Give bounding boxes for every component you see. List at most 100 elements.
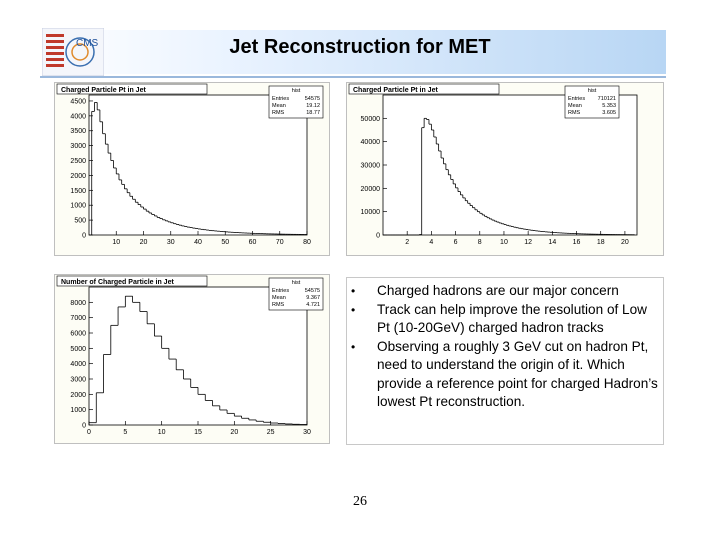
histogram-bin [139, 302, 148, 312]
y-tick-label: 4000 [70, 113, 86, 120]
histogram-bin [178, 224, 182, 226]
histogram-bin [151, 212, 155, 215]
histogram-bin [467, 200, 471, 204]
histogram-bin [248, 418, 257, 421]
histogram-bin [132, 296, 140, 303]
histogram-bin [510, 225, 514, 228]
histogram-bin [277, 423, 286, 424]
plot-title-box: Number of Charged Particle in Jet [56, 275, 208, 287]
y-tick-label: 500 [74, 218, 86, 225]
y-tick-label: 50000 [361, 116, 381, 123]
histogram-bin [204, 394, 213, 401]
y-tick-label: 7000 [70, 315, 86, 322]
y-tick-label: 6000 [70, 331, 86, 338]
stats-label: Mean [272, 295, 286, 301]
x-tick-label: 15 [194, 429, 202, 436]
histogram-bin [186, 226, 190, 228]
histogram-bin [143, 207, 147, 210]
histogram-bin [110, 324, 119, 355]
y-tick-label: 3500 [70, 128, 86, 135]
histogram-bin [148, 211, 152, 214]
x-tick-label: 14 [548, 239, 556, 246]
histogram-bin [115, 167, 119, 175]
y-tick-label: 10000 [361, 209, 381, 216]
histogram-pt-zoom: Charged Particle Pt in Jet hist Entries 710… [346, 82, 664, 256]
histogram-bin [435, 137, 439, 145]
x-tick-label: 10 [500, 239, 508, 246]
x-tick-label: 10 [158, 429, 166, 436]
histogram-bin [255, 419, 264, 422]
histogram-bin [168, 348, 177, 360]
bullet-text: Observing a roughly 3 GeV cut on hadron … [377, 338, 658, 410]
histogram-bin [96, 102, 100, 111]
histogram-bin [189, 227, 193, 229]
y-tick-label: 8000 [70, 300, 86, 307]
bullet-text: Charged hadrons are our major concern [377, 283, 619, 298]
stats-name: hist [292, 88, 301, 94]
histogram-bin [513, 226, 517, 228]
cms-logo-text: CMS [76, 38, 99, 49]
stats-label: Entries [272, 288, 289, 294]
histogram-bin [117, 306, 126, 326]
histogram-bin [518, 227, 521, 229]
y-tick-label: 0 [82, 233, 86, 240]
histogram-bin [124, 184, 128, 190]
x-tick-label: 20 [140, 239, 148, 246]
stats-label: Entries [272, 96, 289, 102]
histogram-bin [219, 405, 228, 411]
histogram-bin [270, 422, 278, 424]
plot-title-box: Charged Particle Pt in Jet [56, 83, 208, 95]
histogram-bin [156, 215, 160, 218]
stats-name: hist [588, 88, 597, 94]
histogram-bin [161, 336, 169, 349]
histogram-bin [438, 144, 442, 152]
histogram-bin [110, 153, 114, 161]
histogram-multiplicity: Number of Charged Particle in Jet hist Ent… [54, 274, 330, 444]
x-tick-label: 40 [194, 239, 202, 246]
y-tick-label: 4500 [70, 98, 86, 105]
x-tick-label: 5 [123, 429, 127, 436]
x-tick-label: 18 [597, 239, 605, 246]
histogram-bin [124, 295, 133, 307]
histogram-bin [126, 188, 130, 194]
histogram-bin [447, 169, 451, 176]
stats-value: 19.12 [306, 103, 320, 109]
slide-title: Jet Reconstruction for MET [229, 36, 491, 58]
x-tick-label: 20 [230, 429, 238, 436]
x-tick-label: 20 [621, 239, 629, 246]
histogram-bin [137, 202, 141, 206]
histogram-bin [433, 130, 437, 138]
y-tick-label: 30000 [361, 163, 381, 170]
histogram-bin [146, 311, 155, 325]
plot-title: Charged Particle Pt in Jet [61, 87, 146, 94]
histogram-bin [484, 214, 488, 217]
histogram-bin [94, 102, 98, 112]
histogram-bin [183, 225, 188, 227]
histogram-bin [88, 422, 97, 425]
histogram-bin [421, 127, 425, 235]
histogram-bin [104, 133, 109, 145]
bullet-item: • Charged hadrons are our major concern [347, 282, 663, 301]
histogram-bin [197, 387, 206, 395]
histogram-bin [450, 174, 454, 180]
histogram-bin [170, 221, 174, 224]
stats-frame [564, 85, 620, 119]
histogram-bin [503, 223, 507, 226]
histogram-bin [486, 216, 490, 219]
y-tick-label: 20000 [361, 186, 381, 193]
histogram-bin [175, 223, 179, 225]
y-tick-label: 1000 [70, 407, 86, 414]
x-tick-label: 25 [267, 429, 275, 436]
histogram-bin [226, 409, 235, 414]
histogram-bin [162, 218, 166, 221]
plot-title: Number of Charged Particle in Jet [61, 279, 174, 286]
y-tick-label: 40000 [361, 139, 381, 146]
histogram-bin [145, 209, 149, 212]
x-tick-label: 30 [167, 239, 175, 246]
stats-label: RMS [272, 302, 285, 308]
bullet-text: Track can help improve the resolution of… [377, 301, 647, 336]
header-divider [40, 76, 666, 78]
page-number: 26 [353, 494, 367, 509]
histogram-bin [455, 183, 458, 189]
